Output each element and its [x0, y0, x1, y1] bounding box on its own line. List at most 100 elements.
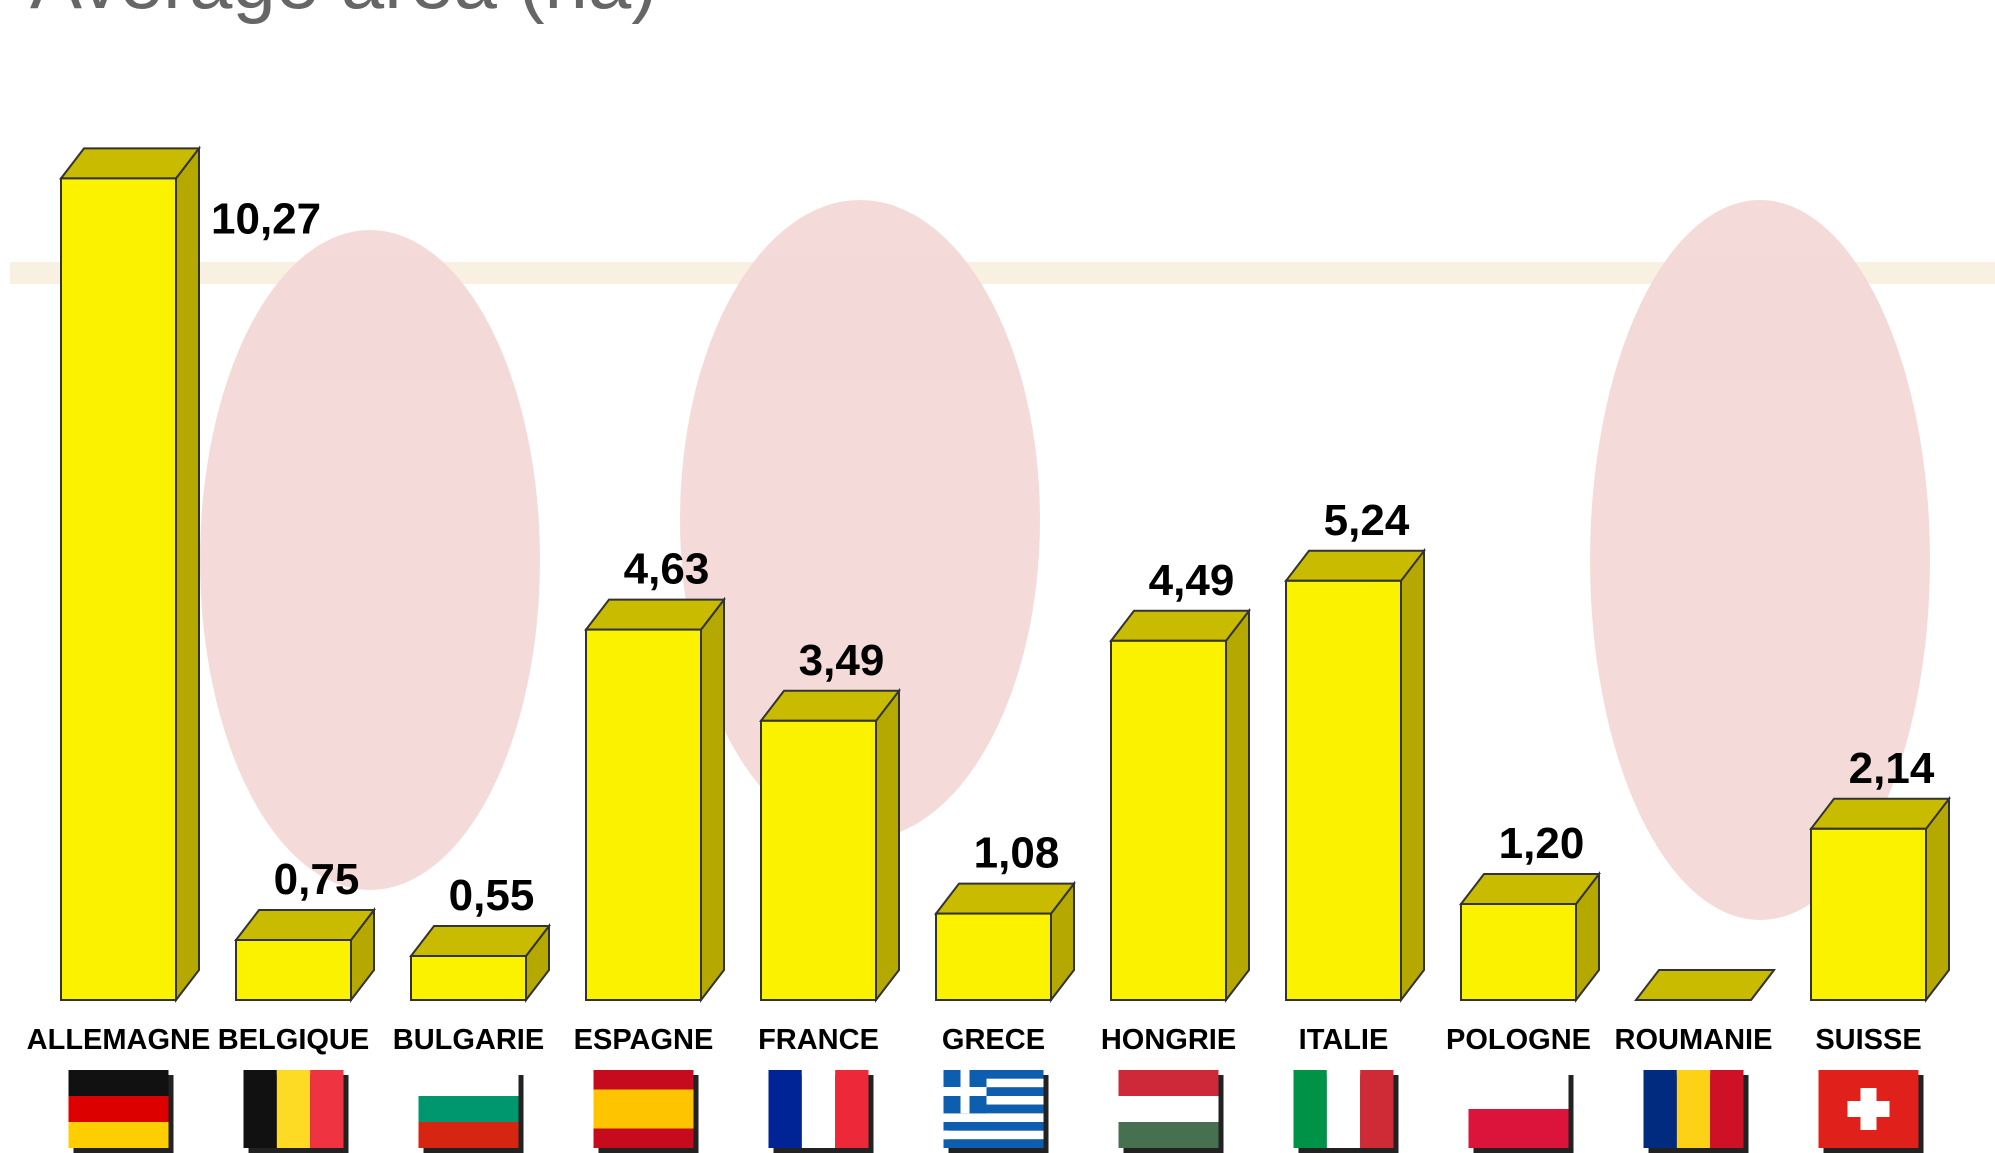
x-tick-label: HONGRIE: [1101, 1024, 1236, 1056]
bar-side: [176, 148, 199, 1000]
background: [10, 200, 1995, 920]
value-label: 0,55: [449, 871, 535, 920]
flag-stripe: [802, 1070, 835, 1148]
bar-front: [936, 914, 1051, 1000]
value-label: 0,75: [274, 855, 360, 904]
x-tick-label: ESPAGNE: [574, 1024, 714, 1056]
bar-top: [936, 884, 1074, 914]
bar-top: [1111, 611, 1249, 641]
bar: [761, 691, 899, 1000]
flag-stripe: [419, 1070, 519, 1096]
flag: [1294, 1070, 1399, 1153]
value-label: 1,08: [974, 829, 1060, 878]
bar-top: [1636, 970, 1774, 1000]
flag-stripe: [1677, 1070, 1710, 1148]
bar-front: [761, 721, 876, 1000]
value-label: 10,27: [211, 194, 321, 243]
bar-top: [61, 148, 199, 178]
flag: [1119, 1070, 1224, 1153]
flag-stripe: [1119, 1096, 1219, 1122]
flag-stripe: [69, 1070, 169, 1096]
x-tick-label: POLOGNE: [1446, 1024, 1591, 1056]
bar-top: [586, 600, 724, 630]
flag: [944, 1070, 1049, 1153]
flag-stripe: [1294, 1070, 1327, 1148]
x-tick-label: BULGARIE: [393, 1024, 544, 1056]
flag: [1644, 1070, 1749, 1153]
bar-top: [1286, 551, 1424, 581]
x-tick-label: SUISSE: [1815, 1024, 1921, 1056]
flag-stripe: [594, 1129, 694, 1149]
flag-stripe: [277, 1070, 310, 1148]
flag: [69, 1070, 174, 1153]
flag-stripe: [1119, 1070, 1219, 1096]
flag: [594, 1070, 699, 1153]
bar-top: [236, 910, 374, 940]
bar-side: [701, 600, 724, 1000]
value-label: 1,20: [1499, 819, 1585, 868]
value-label: 5,24: [1324, 496, 1410, 545]
bar-side: [876, 691, 899, 1000]
page: Average area (ha) 10,27ALLEMAGNE0,75BELG…: [0, 0, 1995, 1153]
bar-top: [761, 691, 899, 721]
value-label: 3,49: [799, 636, 885, 685]
flag: [244, 1070, 349, 1153]
flag-stripe: [594, 1070, 694, 1090]
flag-stripe: [244, 1070, 277, 1148]
flag-stripe: [1469, 1109, 1569, 1148]
x-tick-label: GRECE: [942, 1024, 1045, 1056]
bar-top: [1461, 874, 1599, 904]
bar-side: [1926, 799, 1949, 1000]
bar-front: [1111, 641, 1226, 1000]
flag-stripe: [1119, 1122, 1219, 1148]
flag-stripe: [1360, 1070, 1393, 1148]
flag: [769, 1070, 874, 1153]
flag-stripe: [419, 1122, 519, 1148]
bar-front: [586, 630, 701, 1000]
flag-stripe: [310, 1070, 343, 1148]
x-tick-label: FRANCE: [758, 1024, 879, 1056]
bar-front: [236, 940, 351, 1000]
x-tick-label: ITALIE: [1299, 1024, 1389, 1056]
value-label: 4,49: [1149, 556, 1235, 605]
flag-stripe: [944, 1139, 1044, 1148]
value-label: 2,14: [1849, 744, 1935, 793]
bar: [936, 884, 1074, 1000]
bar-top: [411, 926, 549, 956]
flag-stripe: [835, 1070, 868, 1148]
bar: [1461, 874, 1599, 1000]
flag-cross: [944, 1087, 987, 1096]
flag-stripe: [1644, 1070, 1677, 1148]
x-tick-label: ALLEMAGNE: [27, 1024, 211, 1056]
flag-cross: [1848, 1101, 1890, 1117]
flag-stripe: [69, 1122, 169, 1148]
bar: [1636, 970, 1774, 1000]
bar: [586, 600, 724, 1000]
bar-front: [1461, 904, 1576, 1000]
bar: [61, 148, 199, 1000]
bar: [411, 926, 549, 1000]
bar: [1111, 611, 1249, 1000]
bar-front: [61, 178, 176, 1000]
bar: [236, 910, 374, 1000]
flag-stripe: [944, 1113, 1044, 1122]
x-tick-label: ROUMANIE: [1615, 1024, 1773, 1056]
chart-title: Average area (ha): [30, 0, 657, 25]
bar-front: [1286, 581, 1401, 1000]
bar-front: [411, 956, 526, 1000]
flag-stripe: [594, 1090, 694, 1129]
flag-stripe: [944, 1122, 1044, 1131]
flag: [1469, 1070, 1574, 1153]
flag: [1819, 1070, 1924, 1153]
bar-side: [1401, 551, 1424, 1000]
flag-stripe: [1469, 1070, 1569, 1109]
leaf: [200, 230, 540, 890]
flag-stripe: [769, 1070, 802, 1148]
flag-stripe: [1327, 1070, 1360, 1148]
value-label: 4,63: [624, 545, 710, 594]
flag-stripe: [419, 1096, 519, 1122]
bar-side: [1226, 611, 1249, 1000]
flag-stripe: [944, 1131, 1044, 1140]
flag-stripe: [1710, 1070, 1743, 1148]
bar: [1811, 799, 1949, 1000]
